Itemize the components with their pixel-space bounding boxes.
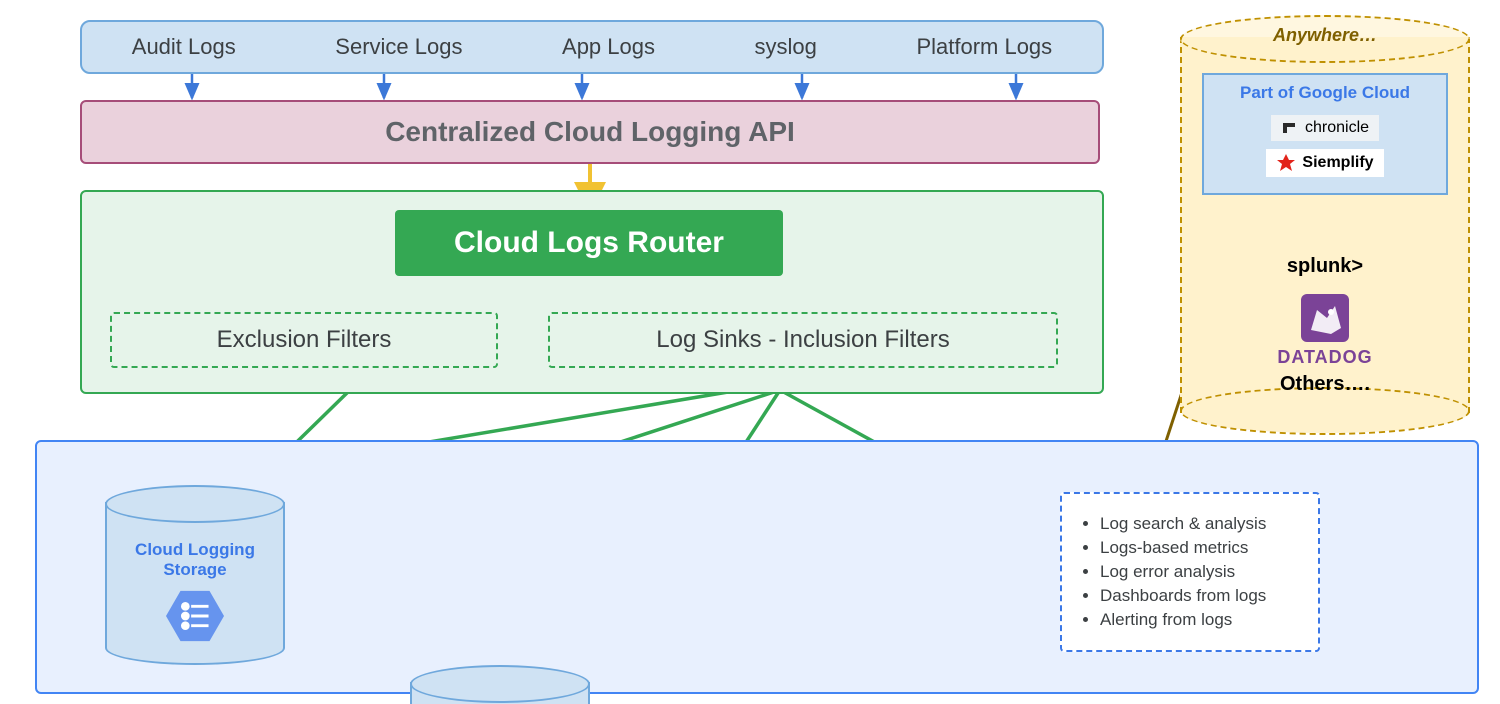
- source-arrows: [192, 70, 1016, 98]
- google-cloud-title: Part of Google Cloud: [1204, 83, 1446, 103]
- anywhere-title: Anywhere…: [1180, 25, 1470, 46]
- brand-chronicle: chronicle: [1271, 115, 1379, 141]
- dest-cloud-storage: Cloud Storage: [410, 665, 590, 704]
- exclusion-filters: Exclusion Filters: [110, 312, 498, 368]
- datadog-icon: [1297, 290, 1353, 346]
- feature-item: Alerting from logs: [1100, 610, 1300, 630]
- inclusion-filters-label: Log Sinks - Inclusion Filters: [656, 326, 949, 354]
- log-sources-bar: Audit Logs Service Logs App Logs syslog …: [80, 20, 1104, 74]
- brand-datadog: DATADOG: [1277, 347, 1372, 367]
- brand-label: chronicle: [1305, 119, 1369, 137]
- source-syslog: syslog: [755, 34, 817, 60]
- logging-api-bar: Centralized Cloud Logging API: [80, 100, 1100, 164]
- brand-others: Others….: [1280, 373, 1370, 395]
- exclusion-filters-label: Exclusion Filters: [217, 326, 392, 354]
- logging-api-label: Centralized Cloud Logging API: [385, 116, 795, 148]
- features-list: Log search & analysis Logs-based metrics…: [1080, 514, 1300, 630]
- feature-item: Log error analysis: [1100, 562, 1300, 582]
- chronicle-icon: [1281, 119, 1299, 137]
- router-label: Cloud Logs Router: [454, 226, 724, 260]
- brand-splunk: splunk>: [1287, 255, 1363, 277]
- feature-item: Logs-based metrics: [1100, 538, 1300, 558]
- inclusion-filters: Log Sinks - Inclusion Filters: [548, 312, 1058, 368]
- siemplify-icon: [1276, 153, 1296, 173]
- source-platform: Platform Logs: [916, 34, 1052, 60]
- source-audit: Audit Logs: [132, 34, 236, 60]
- feature-item: Log search & analysis: [1100, 514, 1300, 534]
- source-service: Service Logs: [335, 34, 462, 60]
- logging-storage-icon: [166, 590, 224, 642]
- dest-label: Cloud Logging Storage: [105, 540, 285, 580]
- features-box: Log search & analysis Logs-based metrics…: [1060, 492, 1320, 652]
- brand-siemplify: Siemplify: [1266, 149, 1383, 177]
- anywhere-cylinder: Anywhere… Part of Google Cloud chronicle…: [1180, 15, 1470, 435]
- dest-cloud-logging-storage: Cloud Logging Storage: [105, 485, 285, 665]
- brand-label: Siemplify: [1302, 154, 1373, 172]
- feature-item: Dashboards from logs: [1100, 586, 1300, 606]
- google-cloud-box: Part of Google Cloud chronicle Siemplify: [1202, 73, 1448, 195]
- cloud-logs-router: Cloud Logs Router: [395, 210, 783, 276]
- source-app: App Logs: [562, 34, 655, 60]
